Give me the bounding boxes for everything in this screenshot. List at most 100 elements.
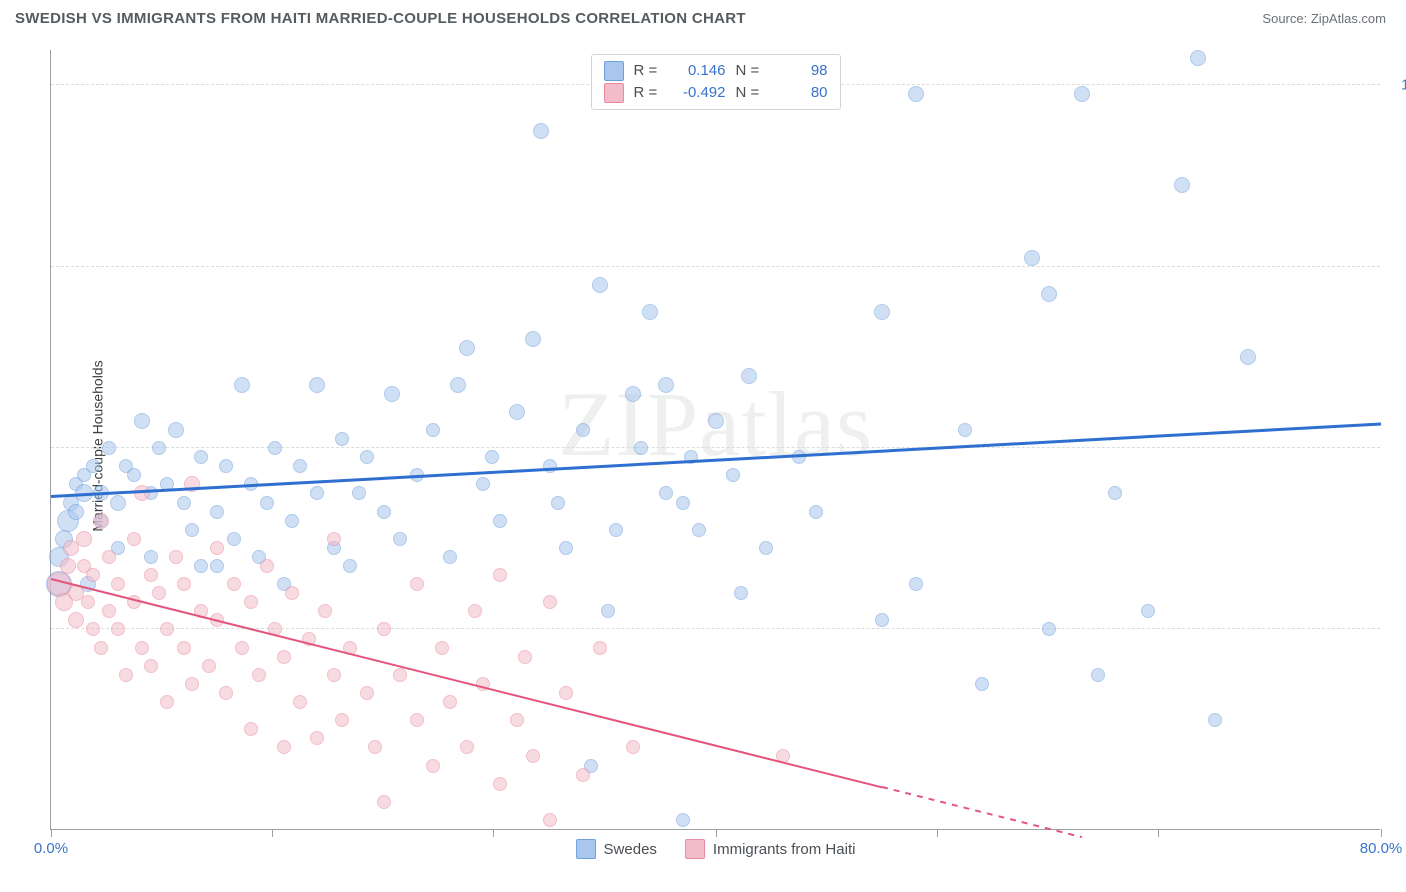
legend-row: R =-0.492N =80 <box>604 82 828 104</box>
data-point <box>327 532 341 546</box>
source-attribution: Source: ZipAtlas.com <box>1262 11 1386 26</box>
data-point <box>468 604 482 618</box>
data-point <box>102 604 116 618</box>
data-point <box>335 432 349 446</box>
data-point <box>410 713 424 727</box>
data-point <box>1141 604 1155 618</box>
data-point <box>244 595 258 609</box>
data-point <box>377 505 391 519</box>
x-tick <box>1158 829 1159 837</box>
data-point <box>509 404 525 420</box>
data-point <box>93 513 109 529</box>
legend-item: Swedes <box>576 839 657 859</box>
data-point <box>908 86 924 102</box>
data-point <box>410 577 424 591</box>
x-tick <box>272 829 273 837</box>
data-point <box>1240 349 1256 365</box>
data-point <box>127 532 141 546</box>
data-point <box>459 340 475 356</box>
data-point <box>543 459 557 473</box>
data-point <box>86 568 100 582</box>
data-point <box>293 695 307 709</box>
data-point <box>609 523 623 537</box>
data-point <box>102 550 116 564</box>
data-point <box>909 577 923 591</box>
data-point <box>626 740 640 754</box>
data-point <box>177 641 191 655</box>
data-point <box>426 423 440 437</box>
data-point <box>692 523 706 537</box>
data-point <box>76 531 92 547</box>
data-point <box>81 595 95 609</box>
source-link[interactable]: ZipAtlas.com <box>1311 11 1386 26</box>
data-point <box>393 532 407 546</box>
data-point <box>111 622 125 636</box>
data-point <box>642 304 658 320</box>
data-point <box>185 523 199 537</box>
data-point <box>384 386 400 402</box>
data-point <box>708 413 724 429</box>
data-point <box>168 422 184 438</box>
data-point <box>360 686 374 700</box>
data-point <box>559 541 573 555</box>
chart-title: SWEDISH VS IMMIGRANTS FROM HAITI MARRIED… <box>15 10 746 27</box>
data-point <box>352 486 366 500</box>
data-point <box>975 677 989 691</box>
data-point <box>152 441 166 455</box>
data-point <box>293 459 307 473</box>
data-point <box>874 304 890 320</box>
data-point <box>94 641 108 655</box>
data-point <box>169 550 183 564</box>
data-point <box>285 586 299 600</box>
x-tick-label: 0.0% <box>34 840 68 857</box>
data-point <box>327 668 341 682</box>
data-point <box>1074 86 1090 102</box>
data-point <box>526 749 540 763</box>
data-point <box>460 740 474 754</box>
data-point <box>111 577 125 591</box>
data-point <box>160 695 174 709</box>
data-point <box>510 713 524 727</box>
data-point <box>285 514 299 528</box>
legend-r-value: -0.492 <box>674 82 726 104</box>
x-tick <box>716 829 717 837</box>
data-point <box>809 505 823 519</box>
data-point <box>734 586 748 600</box>
data-point <box>426 759 440 773</box>
data-point <box>443 695 457 709</box>
data-point <box>1208 713 1222 727</box>
data-point <box>576 768 590 782</box>
data-point <box>268 441 282 455</box>
data-point <box>493 777 507 791</box>
data-point <box>443 550 457 564</box>
source-label: Source: <box>1262 11 1307 26</box>
data-point <box>625 386 641 402</box>
data-point <box>485 450 499 464</box>
data-point <box>234 377 250 393</box>
data-point <box>875 613 889 627</box>
data-point <box>792 450 806 464</box>
data-point <box>377 622 391 636</box>
data-point <box>310 486 324 500</box>
data-point <box>958 423 972 437</box>
data-point <box>310 731 324 745</box>
gridline <box>51 447 1380 448</box>
legend-row: R =0.146N =98 <box>604 60 828 82</box>
y-tick-label: 40.0% <box>1392 621 1406 638</box>
data-point <box>318 604 332 618</box>
data-point <box>1190 50 1206 66</box>
data-point <box>160 622 174 636</box>
data-point <box>676 813 690 827</box>
data-point <box>244 722 258 736</box>
data-point <box>127 468 141 482</box>
legend-swatch <box>576 839 596 859</box>
scatter-chart: ZIPatlas R =0.146N =98R =-0.492N =80 Swe… <box>50 50 1380 830</box>
data-point <box>593 641 607 655</box>
data-point <box>86 459 100 473</box>
data-point <box>134 485 150 501</box>
data-point <box>476 477 490 491</box>
data-point <box>210 541 224 555</box>
y-tick-label: 80.0% <box>1392 258 1406 275</box>
data-point <box>435 641 449 655</box>
y-tick-label: 100.0% <box>1392 77 1406 94</box>
